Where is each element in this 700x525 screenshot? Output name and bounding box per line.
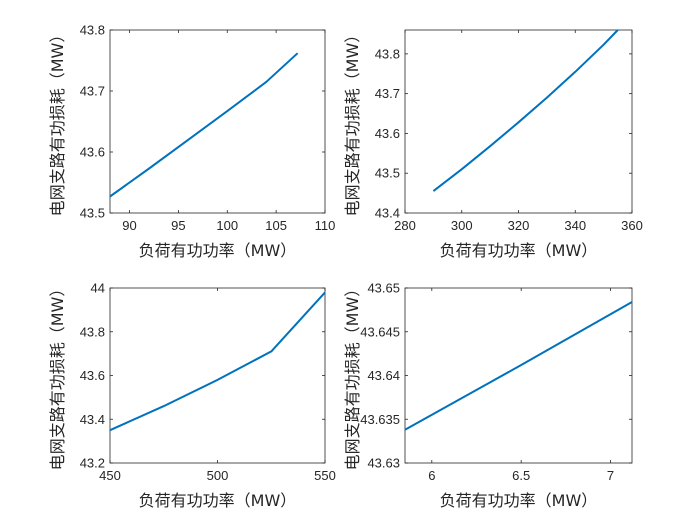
x-axis-label: 负荷有功功率（MW）	[440, 491, 598, 510]
y-tick-label: 43.63	[367, 456, 400, 471]
x-tick-label: 450	[99, 468, 121, 483]
y-axis-label: 电网支路有功损耗（MW）	[48, 27, 67, 217]
x-axis-label: 负荷有功功率（MW）	[440, 241, 598, 260]
y-axis-label: 电网支路有功损耗（MW）	[48, 281, 67, 471]
y-tick-label: 43.6	[375, 126, 400, 141]
axes-box	[404, 287, 633, 464]
y-tick-label: 44	[91, 281, 105, 296]
x-axis-label: 负荷有功功率（MW）	[139, 241, 297, 260]
y-tick-label: 43.8	[80, 324, 105, 339]
x-tick-label: 550	[314, 468, 336, 483]
y-tick-label: 43.4	[80, 412, 105, 427]
y-tick-label: 43.4	[375, 206, 400, 221]
series-line	[109, 291, 326, 432]
x-tick-label: 6.5	[512, 468, 530, 483]
series-line	[404, 301, 633, 431]
y-tick-label: 43.7	[80, 84, 105, 99]
x-axis-label: 负荷有功功率（MW）	[139, 491, 297, 510]
x-tick-label: 110	[315, 218, 336, 233]
series-line	[109, 52, 299, 198]
x-tick-label: 90	[122, 218, 136, 233]
y-tick-label: 43.6	[80, 368, 105, 383]
x-tick-label: 95	[171, 218, 185, 233]
y-axis-label: 电网支路有功损耗（MW）	[343, 281, 362, 471]
x-tick-label: 280	[394, 218, 416, 233]
x-tick-label: 340	[564, 218, 586, 233]
subplot-4: 6 6.5 7 43.63 43.635 43.64 43.645 43.65 负荷有功功率（M…	[343, 281, 633, 510]
y-tick-label: 43.8	[375, 46, 400, 61]
subplot-2: 280 300 320 340 360 43.4 43.5 43.6 43.7 43.8 负荷有功功…	[343, 27, 643, 260]
y-tick-label: 43.645	[360, 324, 400, 339]
y-tick-label: 43.8	[80, 23, 105, 38]
series-line	[432, 29, 619, 192]
y-tick-label: 43.6	[80, 145, 105, 160]
x-tick-label: 300	[451, 218, 473, 233]
subplot-1: 90 95 100 105 110 43.5 43.6 43.7 43.8 负荷有功功率（MW） 电…	[48, 23, 335, 261]
y-tick-label: 43.635	[360, 412, 400, 427]
y-tick-label: 43.65	[367, 281, 400, 296]
x-tick-label: 320	[508, 218, 530, 233]
y-tick-label: 43.5	[80, 206, 105, 221]
x-tick-label: 6	[428, 468, 435, 483]
subplot-3: 450 500 550 43.2 43.4 43.6 43.8 44 负荷有功功率（MW） 电网支…	[48, 281, 336, 511]
x-tick-label: 500	[207, 468, 229, 483]
y-tick-label: 43.7	[375, 86, 400, 101]
y-tick-label: 43.2	[80, 456, 105, 471]
axes-box	[109, 287, 326, 464]
x-tick-label: 360	[621, 218, 643, 233]
y-axis-label: 电网支路有功损耗（MW）	[343, 27, 362, 217]
y-tick-label: 43.64	[367, 368, 400, 383]
y-tick-label: 43.5	[375, 166, 400, 181]
x-tick-label: 105	[265, 218, 287, 233]
x-tick-label: 7	[607, 468, 614, 483]
x-tick-label: 100	[216, 218, 238, 233]
